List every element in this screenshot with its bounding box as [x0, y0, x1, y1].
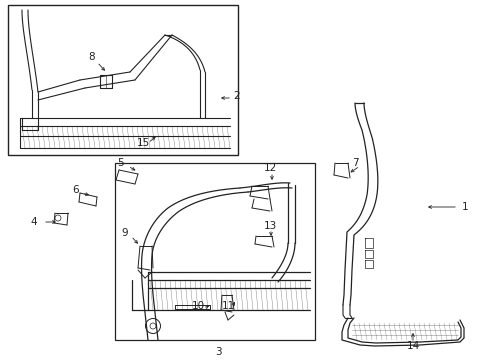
Text: 3: 3 [214, 347, 221, 357]
Text: 7: 7 [351, 158, 358, 168]
Text: 14: 14 [406, 341, 419, 351]
Text: 12: 12 [264, 163, 277, 173]
Bar [8, 5, 238, 155]
Text: 2: 2 [232, 91, 239, 101]
Text: 6: 6 [72, 185, 79, 195]
Text: 13: 13 [264, 221, 277, 231]
Text: 10: 10 [192, 301, 204, 311]
Text: 1: 1 [461, 202, 468, 212]
Text: 15: 15 [136, 138, 149, 148]
Bar [115, 163, 314, 340]
Text: 4: 4 [30, 217, 37, 227]
Text: 9: 9 [121, 228, 127, 238]
Text: 11: 11 [222, 301, 235, 311]
Text: 5: 5 [117, 158, 123, 168]
Text: 8: 8 [88, 52, 95, 62]
